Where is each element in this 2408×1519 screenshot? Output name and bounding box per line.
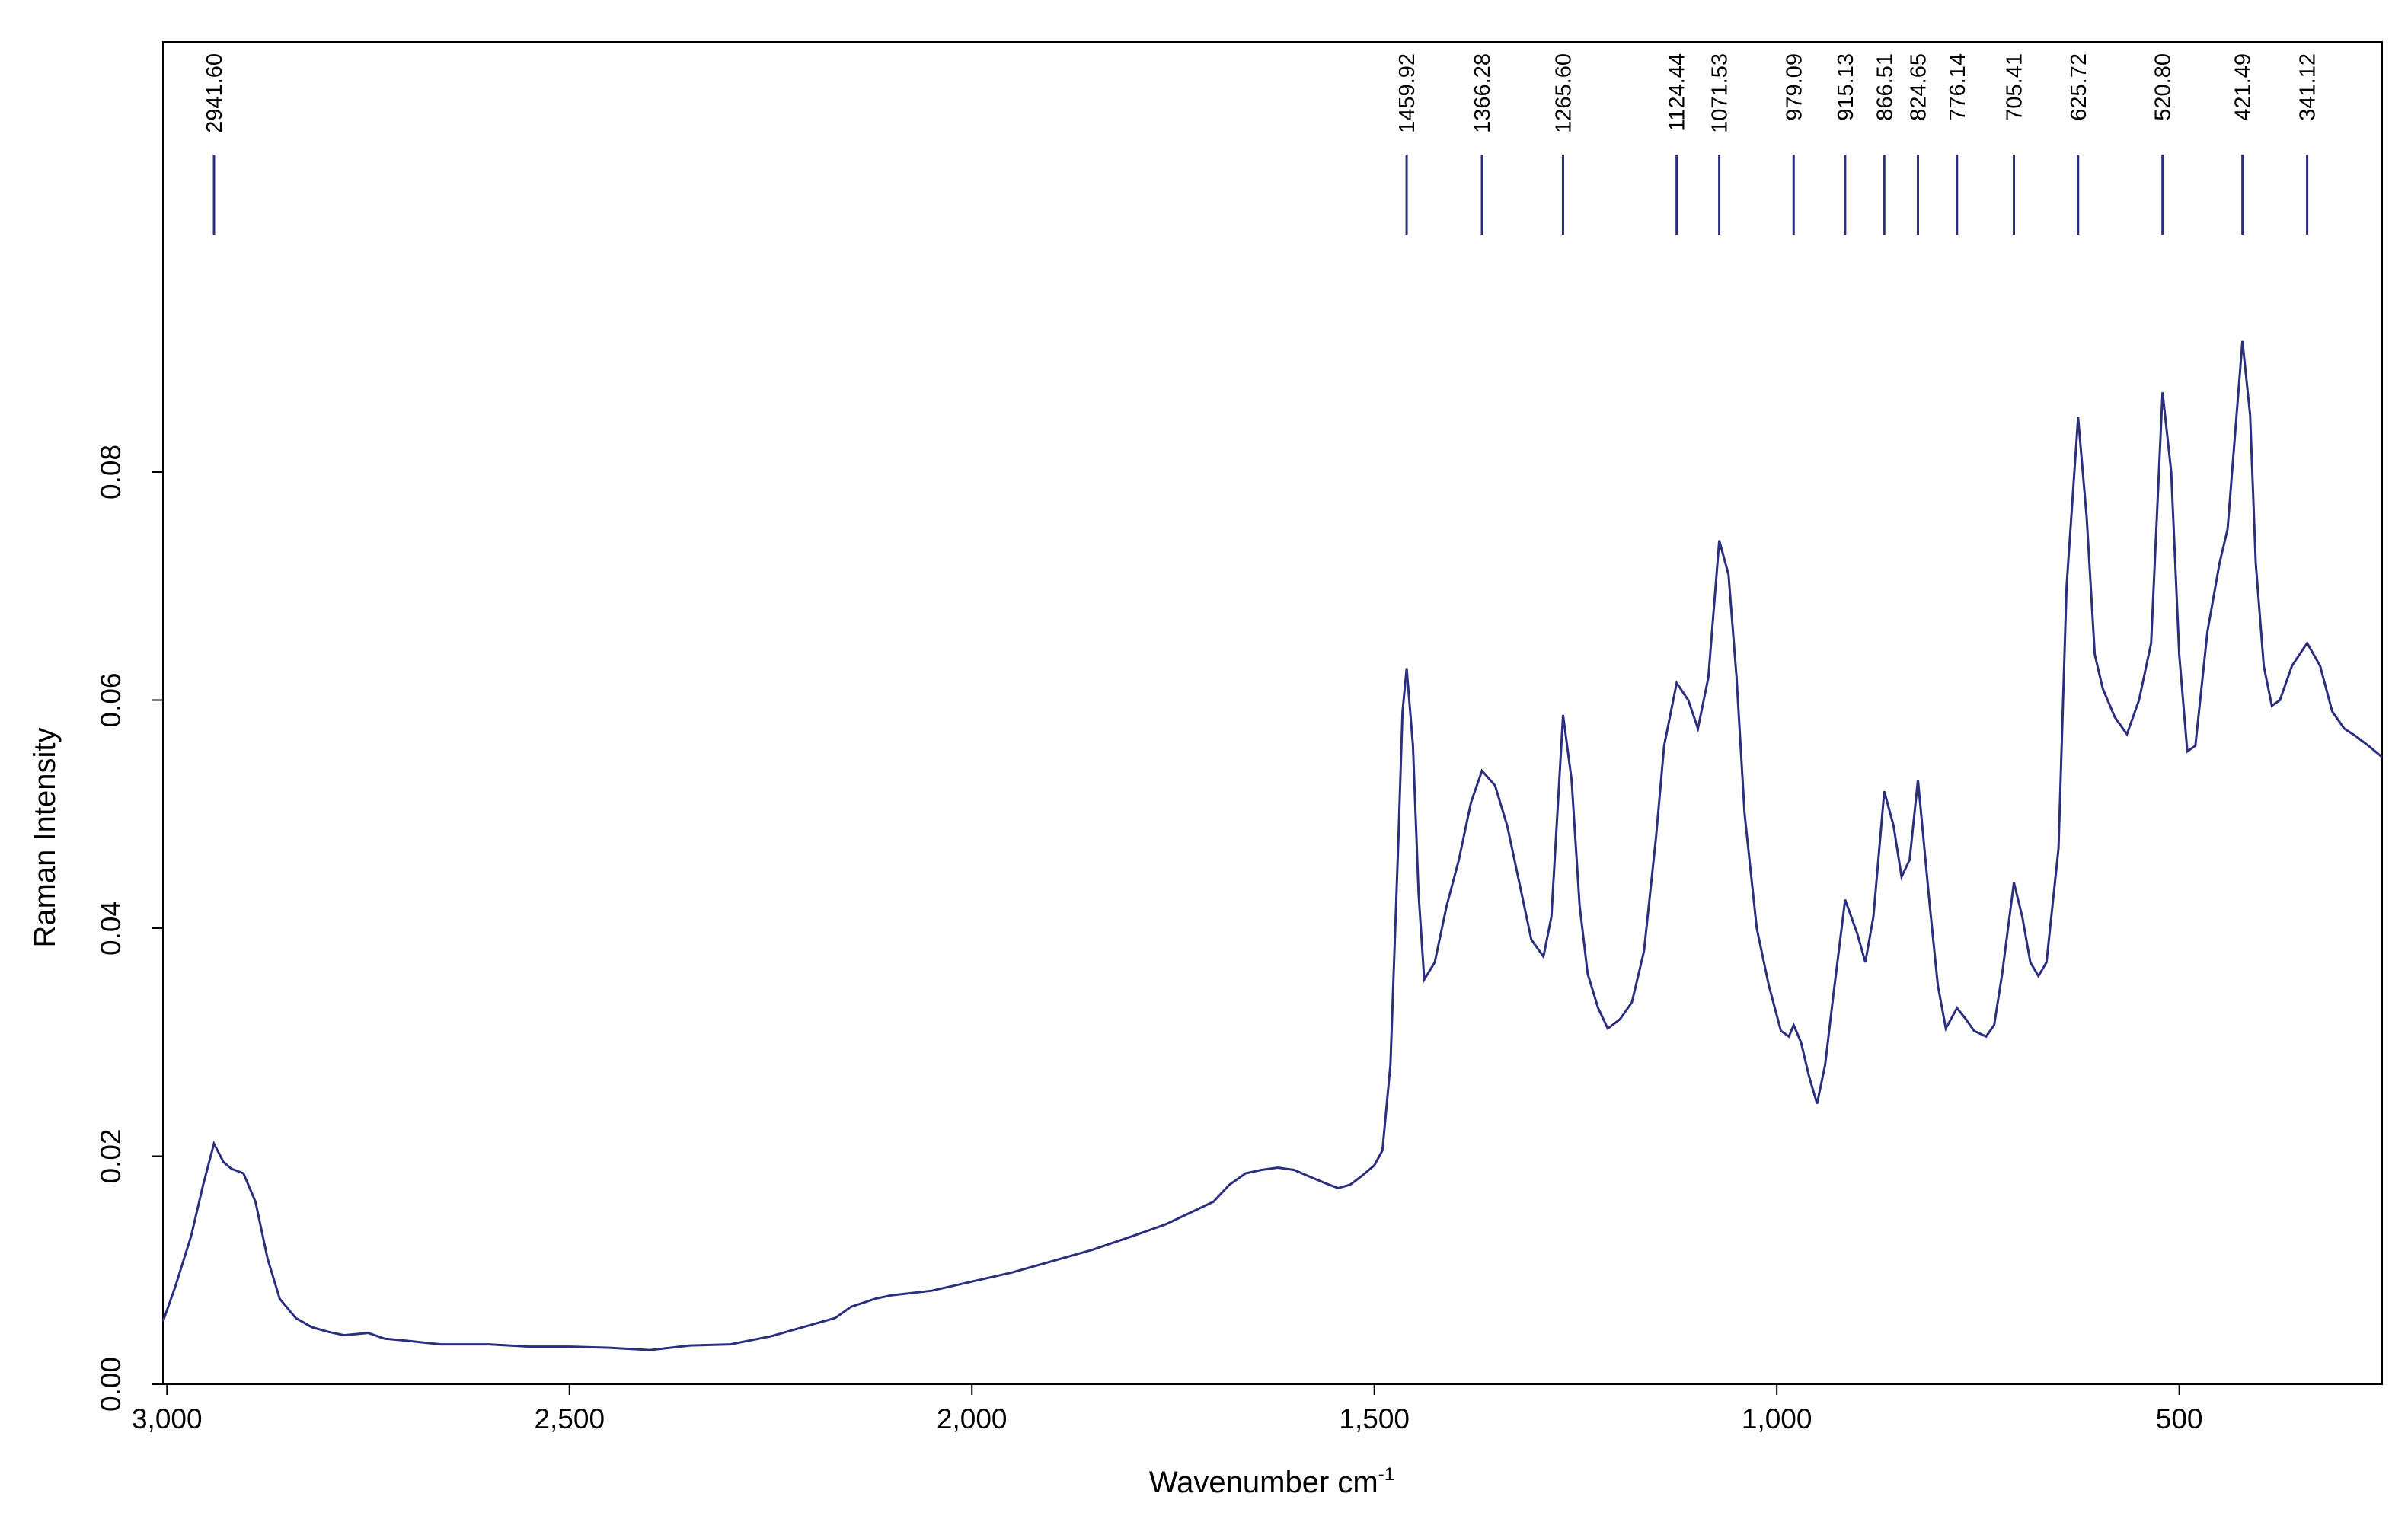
x-tick-label: 2,000 [937, 1403, 1008, 1434]
peak-label: 625.72 [2067, 53, 2091, 121]
peak-label: 1366.28 [1471, 53, 1495, 133]
x-axis: 3,000 2,500 2,000 1,500 1,000 500 [132, 1384, 2203, 1434]
y-tick-label: 0.00 [95, 1357, 126, 1412]
peak-label: 1124.44 [1665, 53, 1690, 132]
peak-markers: 2941.60 1459.92 1366.28 1265.60 1124.44 1071.… [203, 53, 2320, 235]
x-tick-label: 1,000 [1742, 1403, 1812, 1434]
peak-label: 1071.53 [1708, 53, 1733, 133]
y-tick-label: 0.06 [95, 672, 126, 727]
peak-label: 979.09 [1782, 53, 1806, 121]
x-tick-label: 500 [2156, 1403, 2203, 1434]
y-tick-label: 0.02 [95, 1128, 126, 1183]
y-axis: 0.00 0.02 0.04 0.06 0.08 [95, 445, 163, 1412]
peak-label: 915.13 [1834, 53, 1858, 121]
peak-label: 421.49 [2231, 53, 2256, 121]
peak-label: 1265.60 [1551, 53, 1576, 133]
peak-label: 866.51 [1873, 53, 1897, 121]
y-axis-title: Raman Intensity [28, 727, 62, 947]
y-tick-label: 0.04 [95, 901, 126, 956]
x-axis-title: Wavenumber cm-1 [1149, 1464, 1394, 1499]
peak-label: 1459.92 [1395, 53, 1420, 133]
peak-label: 520.80 [2151, 53, 2176, 121]
peak-label: 341.12 [2296, 53, 2320, 121]
x-tick-label: 3,000 [132, 1403, 203, 1434]
y-tick-label: 0.08 [95, 445, 126, 499]
spectrum-line [161, 340, 2383, 1351]
peak-label: 824.65 [1907, 53, 1931, 121]
peak-label: 776.14 [1946, 53, 1970, 121]
x-tick-label: 1,500 [1339, 1403, 1410, 1434]
peak-label: 705.41 [2003, 53, 2027, 121]
peak-label: 2941.60 [203, 53, 227, 133]
plot-frame [162, 41, 2383, 1385]
x-tick-label: 2,500 [534, 1403, 605, 1434]
